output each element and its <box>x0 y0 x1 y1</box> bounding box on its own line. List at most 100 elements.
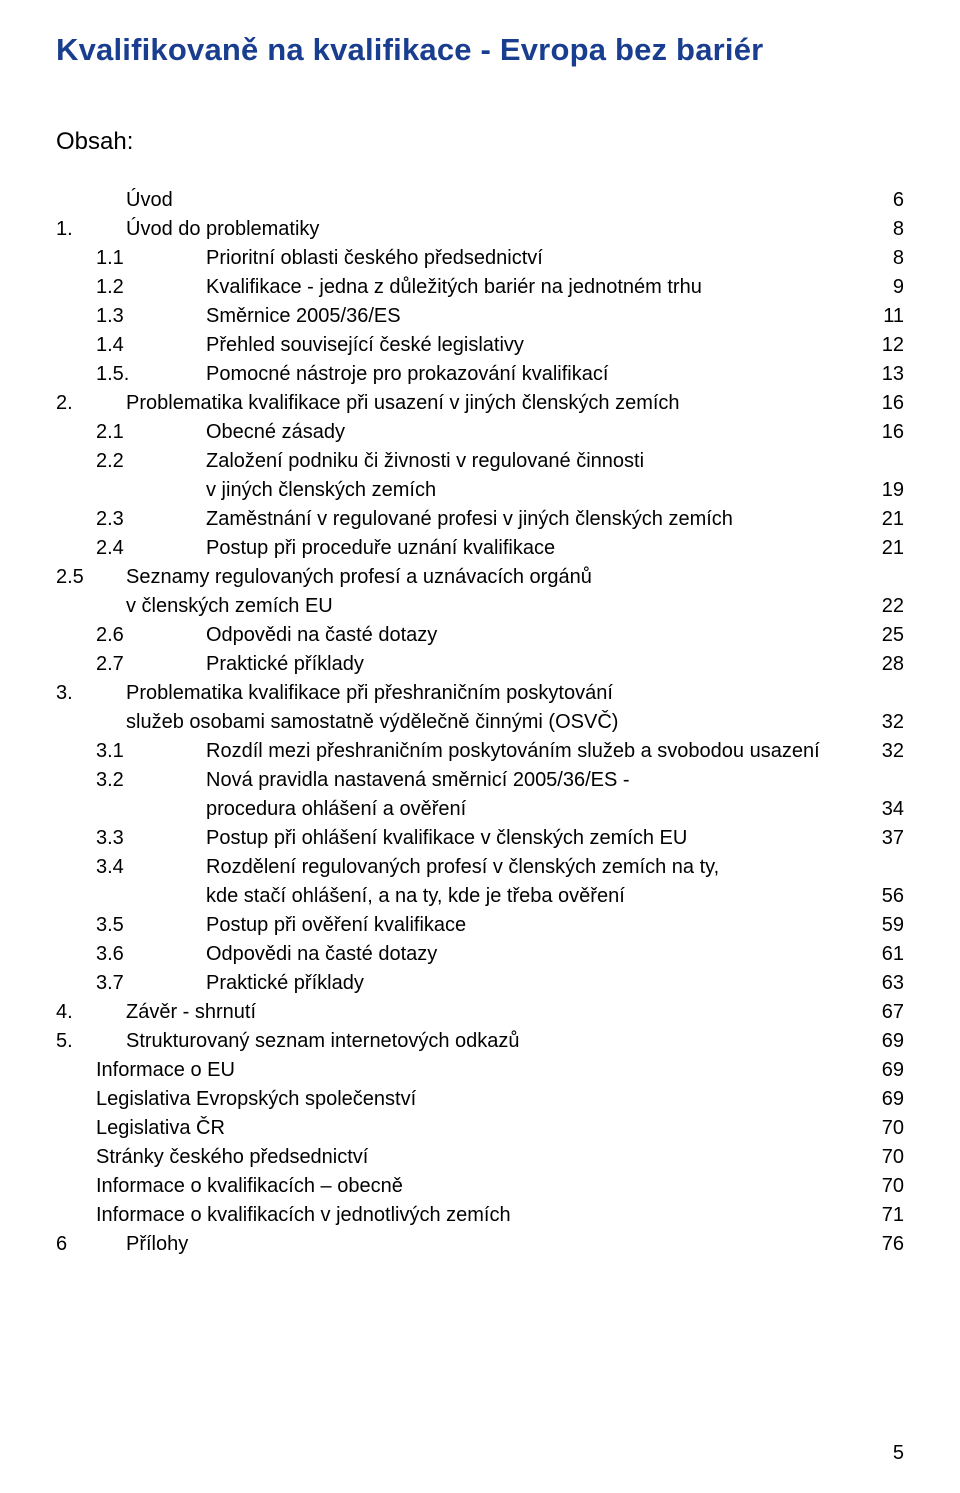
toc-entry-number: 2.3 <box>56 505 206 534</box>
toc-entry-page: 69 <box>880 1027 904 1056</box>
toc-entry-page: 70 <box>880 1143 904 1172</box>
toc-entry-text: Zaměstnání v regulované profesi v jiných… <box>206 505 733 534</box>
toc-entry: Informace o kvalifikacích v jednotlivých… <box>56 1201 904 1230</box>
toc-entry-page: 22 <box>880 592 904 621</box>
toc-entry: 3.5Postup při ověření kvalifikace59 <box>56 911 904 940</box>
toc-entry-page: 69 <box>880 1056 904 1085</box>
toc-entry: 1.2Kvalifikace - jedna z důležitých bari… <box>56 273 904 302</box>
toc-entry: 1.1Prioritní oblasti českého předsednict… <box>56 244 904 273</box>
toc-entry: 3.1Rozdíl mezi přeshraničním poskytování… <box>56 737 904 766</box>
toc-entry-page: 12 <box>880 331 904 360</box>
toc-entry-text: Rozdíl mezi přeshraničním poskytováním s… <box>206 737 820 766</box>
toc-entry-text: Praktické příklady <box>206 969 364 998</box>
toc-entry-page: 32 <box>880 737 904 766</box>
toc-entry: 3.3Postup při ohlášení kvalifikace v čle… <box>56 824 904 853</box>
toc-entry: 2.6Odpovědi na časté dotazy25 <box>56 621 904 650</box>
toc-entry-text: Nová pravidla nastavená směrnicí 2005/36… <box>206 766 630 795</box>
toc-entry-number: 1. <box>56 215 126 244</box>
toc-entry-number: 3.5 <box>56 911 206 940</box>
toc-entry-text: Praktické příklady <box>206 650 364 679</box>
toc-entry-number: 6 <box>56 1230 126 1259</box>
toc-entry-page: 37 <box>880 824 904 853</box>
toc-entry-text: Směrnice 2005/36/ES <box>206 302 401 331</box>
toc-entry-continuation: služeb osobami samostatně výdělečně činn… <box>56 708 904 737</box>
toc-entry-number: 5. <box>56 1027 126 1056</box>
toc-entry: 3.6Odpovědi na časté dotazy61 <box>56 940 904 969</box>
toc-entry-text: Obecné zásady <box>206 418 345 447</box>
toc-entry: Informace o kvalifikacích – obecně70 <box>56 1172 904 1201</box>
toc-entry-number: 4. <box>56 998 126 1027</box>
toc-entry: Stránky českého předsednictví70 <box>56 1143 904 1172</box>
toc-entry: 2.1Obecné zásady16 <box>56 418 904 447</box>
toc-entry: 1.Úvod do problematiky8 <box>56 215 904 244</box>
toc-entry-text: Úvod <box>126 186 173 215</box>
toc-entry-continuation: kde stačí ohlášení, a na ty, kde je třeb… <box>56 882 904 911</box>
toc-entry-page: 19 <box>880 476 904 505</box>
page: Kvalifikovaně na kvalifikace - Evropa be… <box>0 0 960 1493</box>
toc-entry-text: Problematika kvalifikace při usazení v j… <box>126 389 680 418</box>
toc-entry: 2.2Založení podniku či živnosti v regulo… <box>56 447 904 476</box>
toc-entry-text: Kvalifikace - jedna z důležitých bariér … <box>206 273 702 302</box>
toc-entry-text: Postup při ohlášení kvalifikace v člensk… <box>206 824 687 853</box>
toc-entry-page: 16 <box>880 389 904 418</box>
toc-entry: 5.Strukturovaný seznam internetových odk… <box>56 1027 904 1056</box>
toc-entry-page: 56 <box>880 882 904 911</box>
toc-entry-text: v jiných členských zemích <box>206 476 436 505</box>
page-number: 5 <box>893 1442 904 1465</box>
toc-entry: Informace o EU69 <box>56 1056 904 1085</box>
toc-entry: 3.4Rozdělení regulovaných profesí v člen… <box>56 853 904 882</box>
toc-entry-number: 2.7 <box>56 650 206 679</box>
toc-entry-text: procedura ohlášení a ověření <box>206 795 466 824</box>
toc-entry-text: Legislativa Evropských společenství <box>96 1085 416 1114</box>
toc-entry-text: Pomocné nástroje pro prokazování kvalifi… <box>206 360 608 389</box>
toc-entry-text: Prioritní oblasti českého předsednictví <box>206 244 543 273</box>
toc-entry-number: 1.1 <box>56 244 206 273</box>
toc-entry-page: 11 <box>881 302 904 331</box>
toc-entry-page: 70 <box>880 1172 904 1201</box>
toc-entry-number: 3.6 <box>56 940 206 969</box>
toc-entry: 2.4Postup při proceduře uznání kvalifika… <box>56 534 904 563</box>
toc-entry-page: 71 <box>880 1201 904 1230</box>
toc-entry-continuation: v jiných členských zemích 19 <box>56 476 904 505</box>
toc-entry: 3.2Nová pravidla nastavená směrnicí 2005… <box>56 766 904 795</box>
toc-entry: 2.Problematika kvalifikace při usazení v… <box>56 389 904 418</box>
toc-entry-page: 9 <box>891 273 904 302</box>
toc-entry: Úvod6 <box>56 186 904 215</box>
toc-entry-number: 2.2 <box>56 447 206 476</box>
toc-entry-text: Informace o kvalifikacích v jednotlivých… <box>96 1201 511 1230</box>
toc-entry-page: 67 <box>880 998 904 1027</box>
toc-entry-number: 3.3 <box>56 824 206 853</box>
toc-entry-text: Postup při proceduře uznání kvalifikace <box>206 534 555 563</box>
toc-entry: 1.5.Pomocné nástroje pro prokazování kva… <box>56 360 904 389</box>
toc-entry-number: 2.5 <box>56 563 126 592</box>
toc-entry-text: Problematika kvalifikace při přeshraničn… <box>126 679 613 708</box>
toc-entry-number: 1.5. <box>56 360 206 389</box>
toc-entry-page: 16 <box>880 418 904 447</box>
toc-entry: Legislativa ČR70 <box>56 1114 904 1143</box>
toc-entry-number: 3.7 <box>56 969 206 998</box>
toc-entry-text: Odpovědi na časté dotazy <box>206 621 437 650</box>
toc-entry-text: Úvod do problematiky <box>126 215 319 244</box>
toc-entry-page: 76 <box>880 1230 904 1259</box>
toc-entry-text: služeb osobami samostatně výdělečně činn… <box>126 708 618 737</box>
toc-entry-number: 1.4 <box>56 331 206 360</box>
toc-entry-number: 1.2 <box>56 273 206 302</box>
toc-entry-text: kde stačí ohlášení, a na ty, kde je třeb… <box>206 882 625 911</box>
toc-entry-text: v členských zemích EU <box>126 592 333 621</box>
toc-entry-text: Přehled související české legislativy <box>206 331 524 360</box>
toc-entry: Legislativa Evropských společenství69 <box>56 1085 904 1114</box>
toc-entry: 4.Závěr - shrnutí67 <box>56 998 904 1027</box>
toc-entry-text: Založení podniku či živnosti v regulovan… <box>206 447 644 476</box>
toc-entry-continuation: v členských zemích EU 22 <box>56 592 904 621</box>
toc-entry-text: Legislativa ČR <box>96 1114 225 1143</box>
toc-entry-text: Seznamy regulovaných profesí a uznávacíc… <box>126 563 592 592</box>
toc-entry-text: Odpovědi na časté dotazy <box>206 940 437 969</box>
toc-entry: 1.4Přehled související české legislativy… <box>56 331 904 360</box>
toc-entry-number: 2.6 <box>56 621 206 650</box>
toc-entry: 3.7Praktické příklady 63 <box>56 969 904 998</box>
toc-entry-number: 2. <box>56 389 126 418</box>
toc-entry: 6Přílohy76 <box>56 1230 904 1259</box>
toc-entry-number: 2.4 <box>56 534 206 563</box>
toc-entry-number: 3.2 <box>56 766 206 795</box>
toc-entry-page: 63 <box>880 969 904 998</box>
